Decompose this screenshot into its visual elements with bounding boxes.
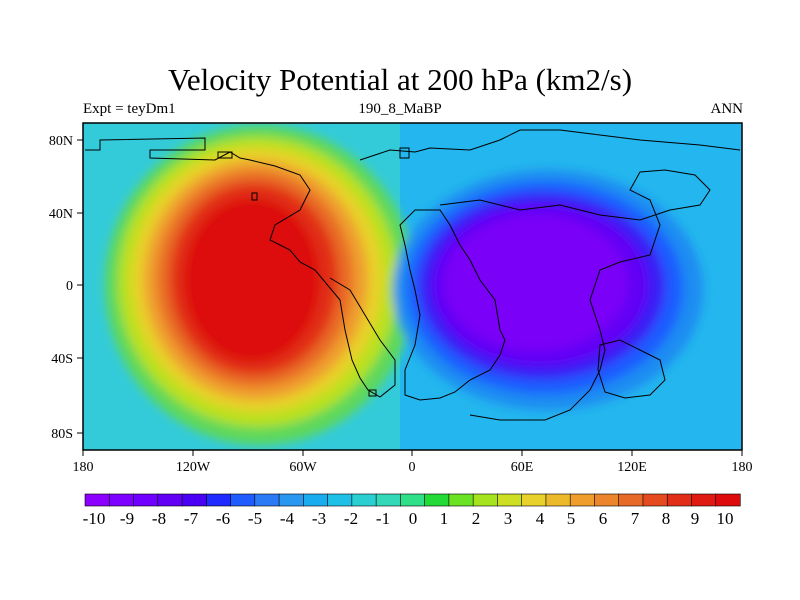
plot-title: Velocity Potential at 200 hPa (km2/s) [167, 62, 633, 97]
colorbar-label: 9 [691, 509, 700, 528]
y-tick-label: 80S [51, 427, 73, 442]
colorbar-label: -8 [152, 509, 166, 528]
colorbar-swatch [424, 493, 450, 507]
colorbar-swatch [472, 493, 499, 507]
africa-coast [399, 209, 506, 401]
colorbar-label: 7 [631, 509, 640, 528]
colorbar-label: 6 [599, 509, 608, 528]
x-tick-label: 60E [511, 460, 534, 475]
colorbar-swatch [157, 493, 183, 507]
colorbar-swatch [666, 493, 693, 507]
low-center [444, 215, 628, 351]
x-tick-label: 120W [176, 460, 211, 475]
colorbar-label: 2 [472, 509, 481, 528]
colorbar-swatch [497, 493, 523, 507]
arctic-coast [359, 129, 741, 161]
colorbar-label: 3 [504, 509, 513, 528]
colorbar-label: -4 [280, 509, 295, 528]
colorbar-swatch [206, 493, 232, 507]
tick-marks [77, 139, 743, 456]
colorbar-swatch [181, 493, 207, 507]
colorbar-label: 5 [567, 509, 576, 528]
colorbar-label: -1 [376, 509, 390, 528]
colorbar-swatch [618, 493, 644, 507]
colorbar-swatch [594, 493, 620, 507]
colorbar-swatch [448, 493, 474, 507]
colorbar-swatch [278, 493, 304, 507]
x-tick-label: 0 [409, 460, 416, 475]
colorbar-swatch [569, 493, 596, 507]
colorbar-label: 1 [440, 509, 449, 528]
colorbar-swatch [691, 493, 717, 507]
island-3 [217, 151, 233, 159]
y-tick-label: 40S [51, 352, 73, 367]
colorbar-label: -2 [344, 509, 358, 528]
colorbar-labels: -10 -9 -8 -7 -6 -5 -4 -3 -2 -1 0 1 2 3 4… [83, 509, 734, 528]
colorbar-swatch [133, 493, 159, 507]
colorbar-label: 0 [409, 509, 418, 528]
colorbar-swatch [84, 493, 110, 507]
coastlines [85, 129, 741, 421]
x-tick-label: 180 [73, 460, 94, 475]
x-axis-labels: 180 120W 60W 0 60E 120E 180 [73, 460, 753, 475]
colorbar-swatch [230, 493, 256, 507]
colorbar-swatch [327, 493, 353, 507]
australia-coast [597, 339, 666, 399]
y-axis-labels: 80N 40N 0 40S 80S [49, 134, 73, 442]
x-tick-label: 60W [289, 460, 317, 475]
colorbar-swatch [108, 493, 135, 507]
colorbar-swatch [521, 493, 547, 507]
island-2 [399, 147, 410, 159]
south-america-coast [324, 277, 396, 398]
colorbar-label: 10 [717, 509, 734, 528]
y-tick-label: 40N [49, 207, 73, 222]
experiment-label: Expt = teyDm1 [83, 101, 176, 117]
colorbar-swatch [303, 493, 329, 507]
colorbar-label: -7 [184, 509, 199, 528]
asia-coast [439, 169, 711, 421]
north-america-coast [85, 137, 326, 283]
colorbar-swatch [400, 493, 426, 507]
colorbar-label: -5 [248, 509, 262, 528]
x-tick-label: 120E [617, 460, 647, 475]
colorbar-swatch [254, 493, 280, 507]
colorbar-label: -10 [83, 509, 106, 528]
y-tick-label: 0 [66, 279, 73, 294]
colorbar-swatch [545, 493, 571, 507]
colorbar-label: -9 [120, 509, 134, 528]
y-tick-label: 80N [49, 134, 73, 149]
colorbar [84, 493, 741, 507]
case-label: 190_8_MaBP [358, 101, 442, 117]
season-label: ANN [710, 101, 744, 117]
colorbar-label: 4 [536, 509, 545, 528]
high-center [184, 198, 320, 362]
colorbar-swatch [642, 493, 668, 507]
colorbar-swatch [715, 493, 741, 507]
colorbar-label: -6 [216, 509, 230, 528]
island-4 [368, 389, 377, 397]
colorbar-swatch [351, 493, 377, 507]
x-tick-label: 180 [732, 460, 753, 475]
island-1 [251, 192, 258, 201]
colorbar-swatch [375, 493, 401, 507]
colorbar-label: -3 [312, 509, 326, 528]
colorbar-label: 8 [662, 509, 671, 528]
